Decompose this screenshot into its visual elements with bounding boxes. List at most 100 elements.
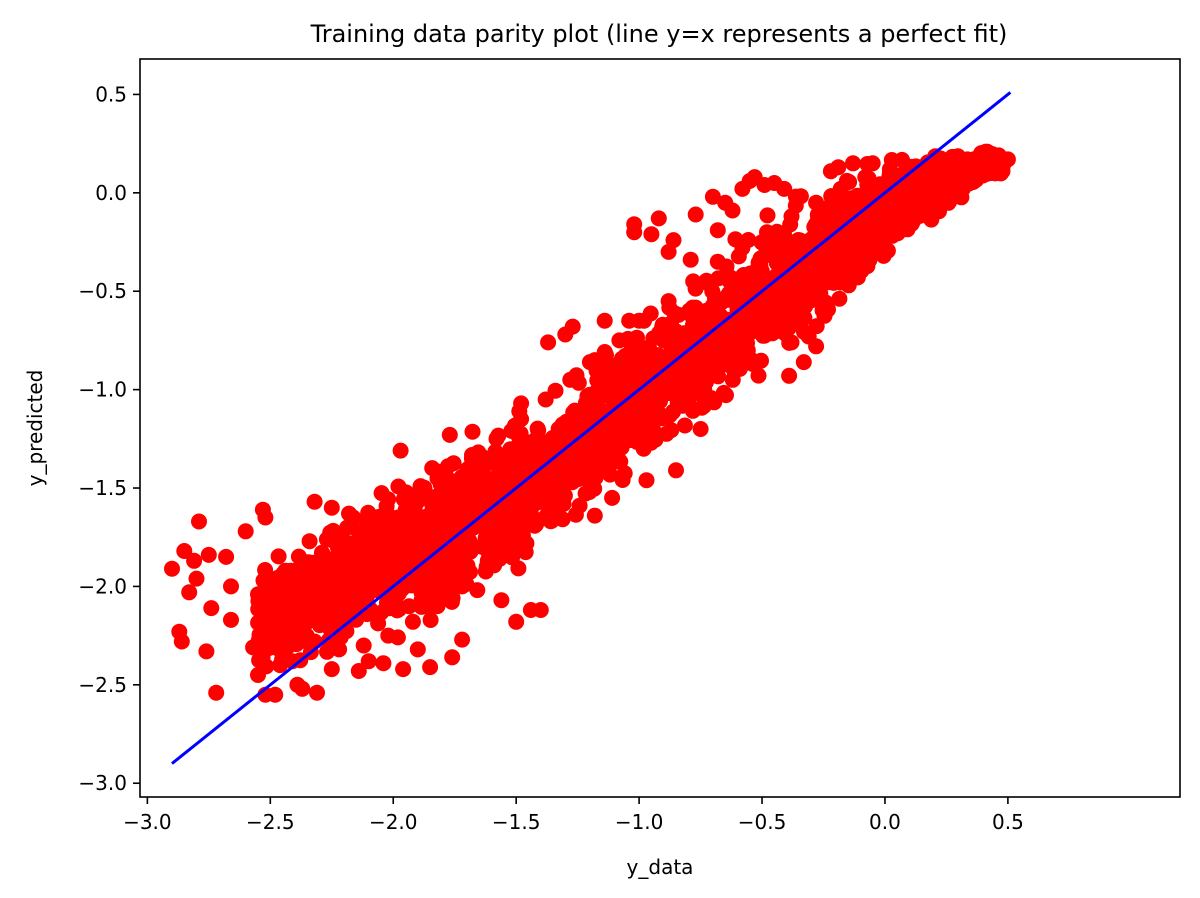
scatter-point xyxy=(355,572,372,589)
scatter-point xyxy=(908,200,925,217)
scatter-point xyxy=(604,489,621,506)
scatter-point xyxy=(566,402,583,419)
scatter-point xyxy=(635,440,652,457)
scatter-point xyxy=(447,544,463,561)
scatter-point xyxy=(630,366,647,383)
scatter-point xyxy=(294,680,311,697)
scatter-point xyxy=(306,633,323,650)
scatter-point xyxy=(176,543,193,559)
scatter-point xyxy=(697,310,714,327)
scatter-point xyxy=(307,598,324,615)
scatter-point xyxy=(380,627,397,644)
scatter-point xyxy=(504,549,521,566)
scatter-point xyxy=(938,180,955,197)
plot-layer xyxy=(164,91,1016,765)
scatter-point xyxy=(392,442,409,459)
scatter-point xyxy=(731,360,748,377)
scatter-point xyxy=(223,611,239,628)
y-tick-label: −2.5 xyxy=(78,673,127,697)
scatter-point xyxy=(554,511,571,528)
scatter-point xyxy=(542,513,559,530)
scatter-point xyxy=(474,462,491,478)
scatter-point xyxy=(556,427,573,444)
scatter-point xyxy=(257,509,274,526)
scatter-point xyxy=(339,519,356,536)
x-tick-label: −0.5 xyxy=(738,810,787,834)
scatter-point xyxy=(599,410,615,427)
scatter-point xyxy=(270,548,287,565)
scatter-point xyxy=(218,548,235,565)
scatter-point xyxy=(965,169,982,186)
scatter-point xyxy=(798,259,815,276)
scatter-point xyxy=(667,323,684,340)
scatter-point xyxy=(223,578,239,595)
scatter-point xyxy=(654,318,671,335)
scatter-point xyxy=(191,513,207,530)
x-tick-label: −2.5 xyxy=(246,810,295,834)
scatter-point xyxy=(685,273,702,290)
scatter-point xyxy=(784,274,801,290)
scatter-point xyxy=(610,362,627,379)
scatter-point xyxy=(164,560,180,577)
y-tick-label: 0.0 xyxy=(95,181,127,205)
scatter-point xyxy=(826,221,843,238)
scatter-point xyxy=(527,515,544,532)
scatter-point xyxy=(608,438,625,455)
scatter-point xyxy=(940,194,957,211)
scatter-point xyxy=(198,643,215,660)
scatter-point xyxy=(414,489,431,506)
scatter-point xyxy=(422,659,439,676)
scatter-point xyxy=(754,250,771,266)
scatter-point xyxy=(586,507,603,524)
scatter-point xyxy=(759,224,775,241)
scatter-point xyxy=(366,606,382,623)
scatter-point xyxy=(616,465,633,482)
scatter-point xyxy=(982,163,999,180)
scatter-point xyxy=(369,572,386,589)
scatter-point xyxy=(601,450,618,467)
scatter-point xyxy=(643,226,660,243)
scatter-point xyxy=(262,602,279,618)
scatter-point xyxy=(773,299,790,315)
scatter-point xyxy=(518,456,534,473)
scatter-point xyxy=(749,318,766,335)
scatter-point xyxy=(513,395,530,412)
x-tick-label: 0.0 xyxy=(869,810,901,834)
scatter-point xyxy=(375,655,392,672)
scatter-point xyxy=(279,637,296,654)
scatter-point xyxy=(464,423,481,440)
scatter-point xyxy=(664,358,681,375)
scatter-point xyxy=(884,222,901,238)
scatter-point xyxy=(309,684,325,701)
scatter-point xyxy=(380,491,397,508)
scatter-point xyxy=(781,367,798,384)
scatter-point xyxy=(508,613,525,630)
scatter-point xyxy=(368,509,384,526)
scatter-point xyxy=(718,387,734,404)
scatter-point xyxy=(429,598,446,615)
scatter-point xyxy=(323,499,340,516)
scatter-point xyxy=(692,421,709,437)
scatter-point xyxy=(444,649,461,666)
x-tick-label: 0.5 xyxy=(992,810,1024,834)
scatter-point xyxy=(186,552,203,569)
scatter-point xyxy=(787,188,804,205)
scatter-point xyxy=(377,537,394,554)
scatter-point xyxy=(818,258,835,275)
scatter-point xyxy=(388,527,405,544)
x-tick-label: −1.0 xyxy=(615,810,664,834)
scatter-point xyxy=(866,190,883,206)
scatter-point xyxy=(459,529,475,546)
scatter-point xyxy=(440,493,457,510)
scatter-point xyxy=(503,422,520,439)
scatter-point xyxy=(704,188,721,205)
scatter-point xyxy=(419,546,436,562)
scatter-point xyxy=(872,224,888,241)
scatter-point xyxy=(650,210,667,227)
scatter-point xyxy=(841,199,858,216)
scatter-point xyxy=(579,388,596,405)
scatter-point xyxy=(469,582,486,599)
scatter-point xyxy=(445,455,462,472)
scatter-point xyxy=(795,354,812,371)
scatter-point xyxy=(586,352,603,369)
